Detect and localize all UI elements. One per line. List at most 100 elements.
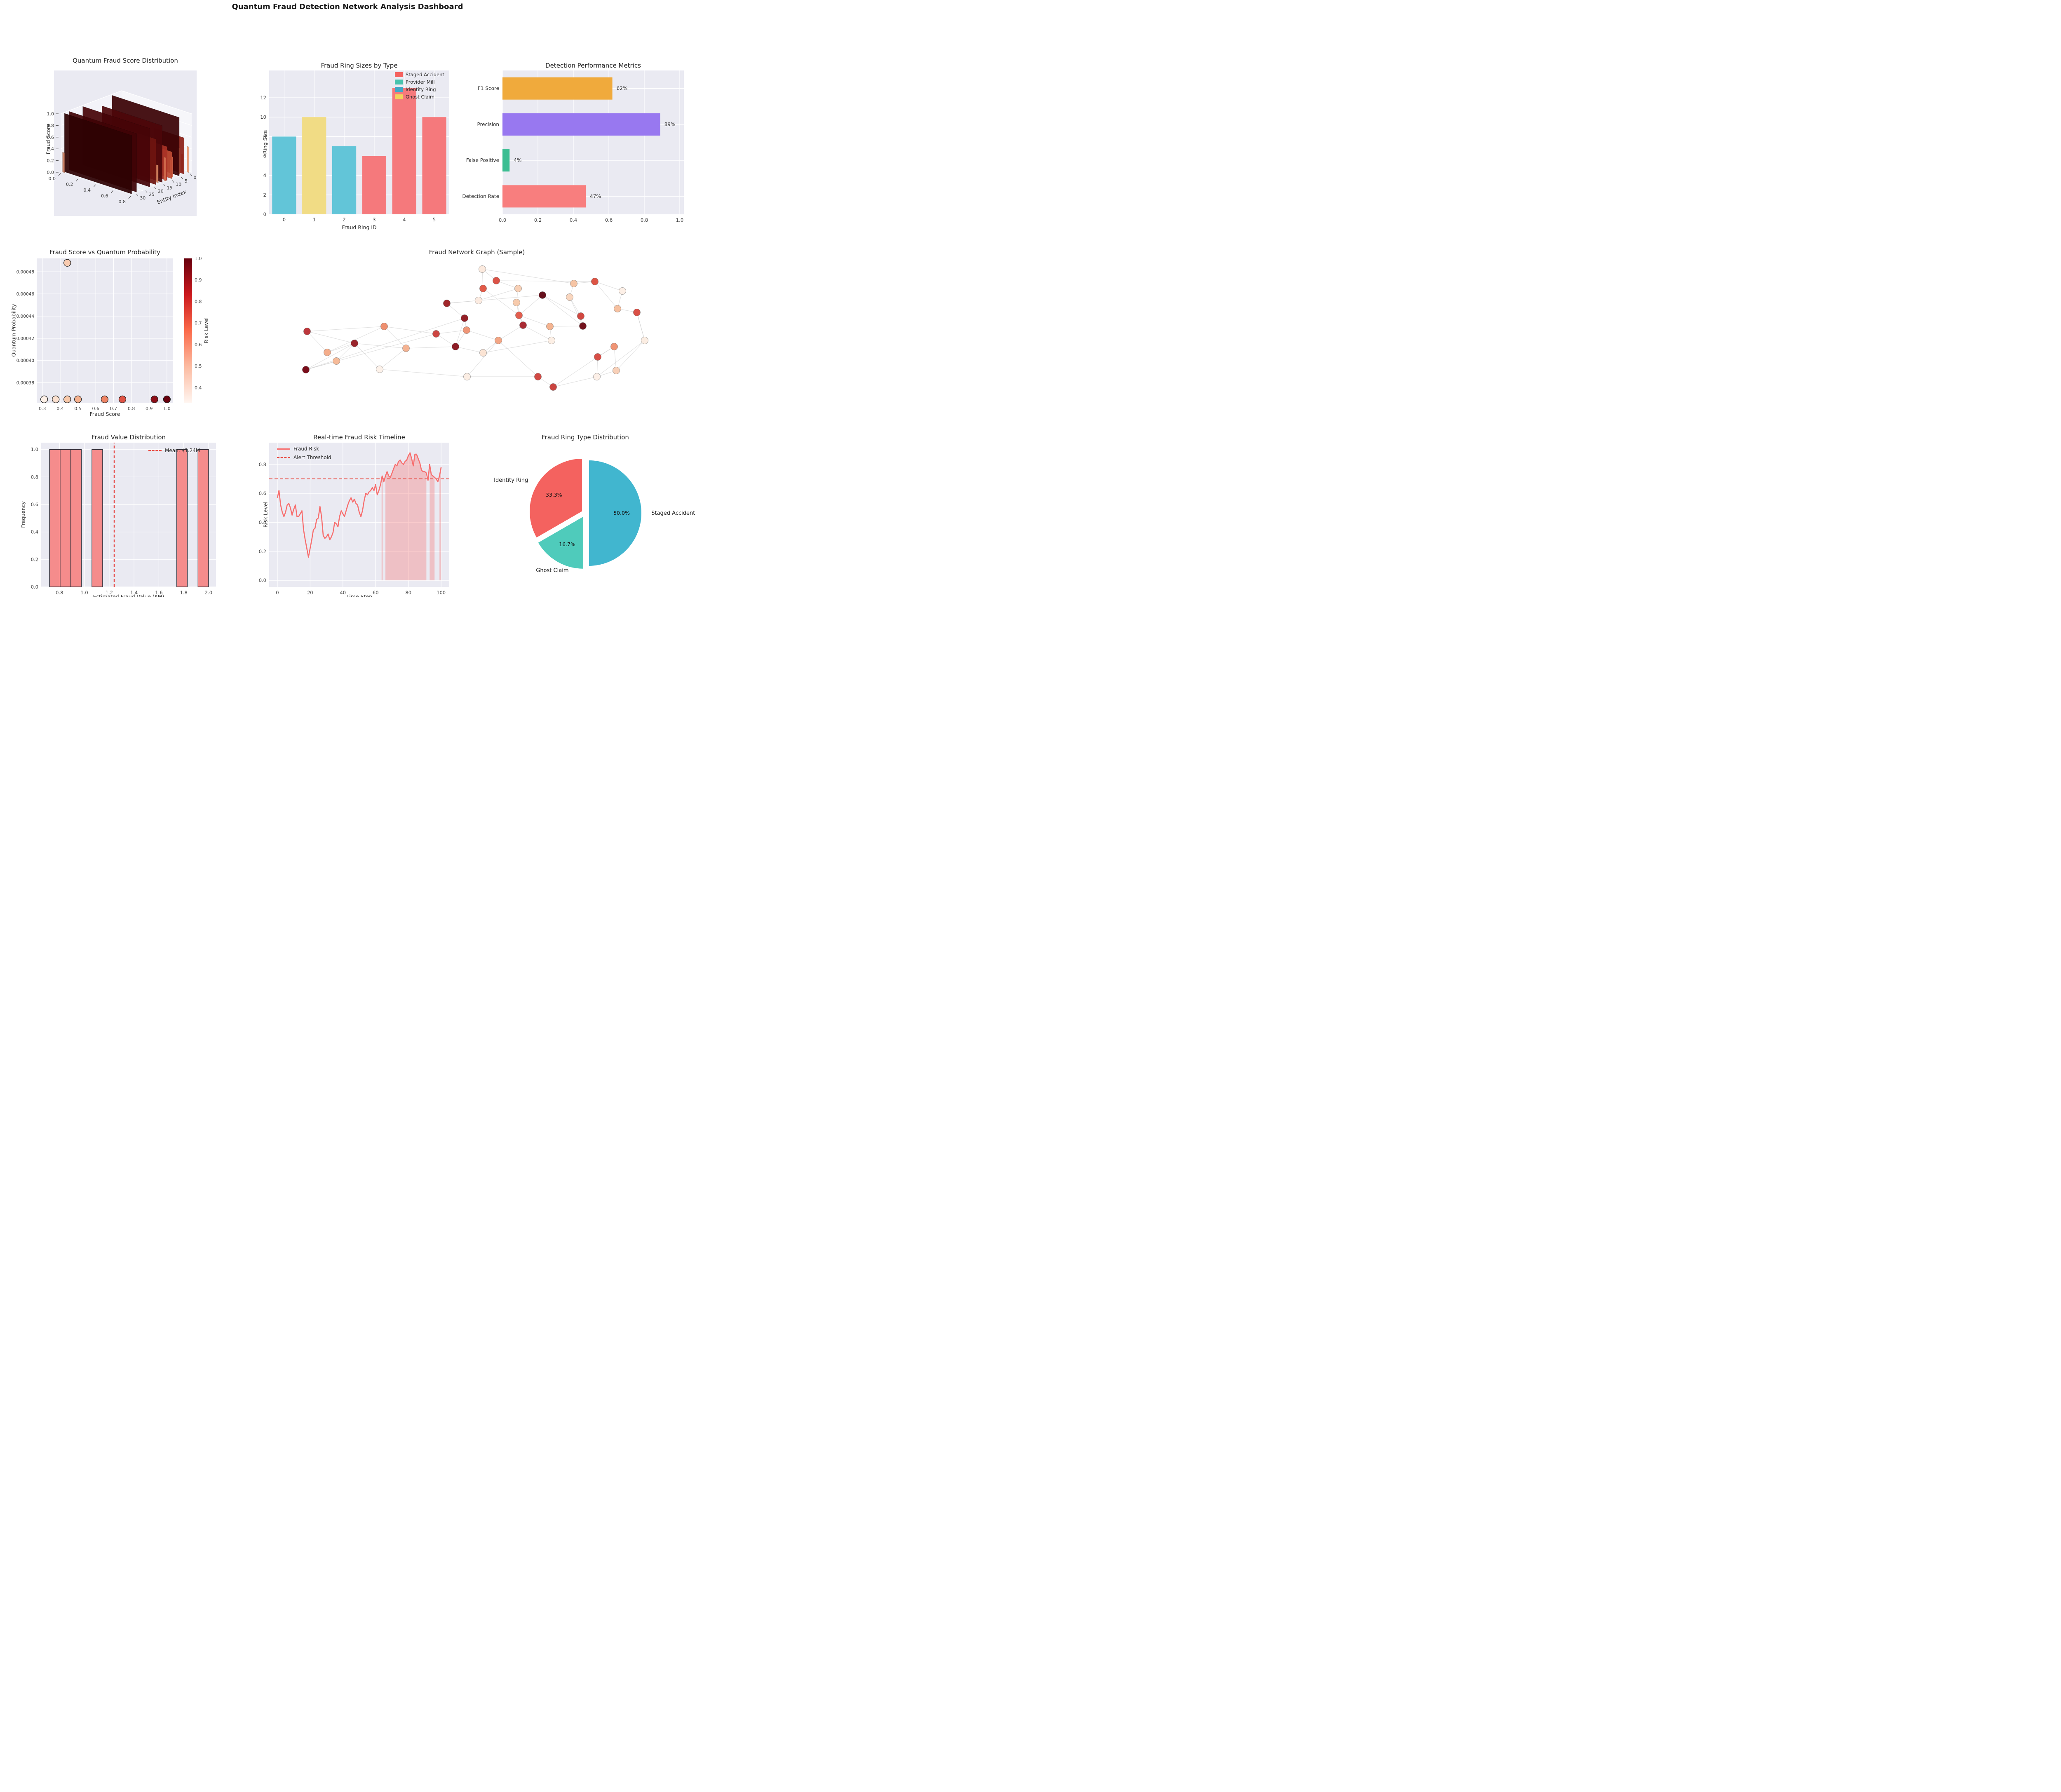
svg-text:2.0: 2.0 <box>205 590 212 596</box>
legend-swatch <box>395 87 403 92</box>
svg-text:0.8: 0.8 <box>31 474 38 480</box>
svg-text:16.7%: 16.7% <box>559 541 575 547</box>
panel-detection-metrics: Detection Performance Metrics 62% 89% 4% 47… <box>453 58 695 243</box>
svg-text:0.8: 0.8 <box>119 199 126 204</box>
svg-text:0.2: 0.2 <box>47 158 54 164</box>
legend-swatch <box>395 80 403 84</box>
legend-item: Alert Threshold <box>277 455 331 460</box>
panel-ring-type-distribution: Fraud Ring Type Distribution 50.0% Staged… <box>482 429 695 597</box>
ticks: 0.3 0.4 0.5 0.6 0.7 0.8 0.9 1.0 0.00038 0.00040 0.… <box>16 270 171 411</box>
svg-text:0.8: 0.8 <box>641 217 648 223</box>
svg-text:100: 100 <box>437 590 446 596</box>
svg-text:0.8: 0.8 <box>259 462 266 467</box>
svg-text:0.5: 0.5 <box>74 406 82 411</box>
svg-text:0.0: 0.0 <box>499 217 506 223</box>
svg-text:2: 2 <box>343 217 345 223</box>
svg-text:0.00048: 0.00048 <box>16 270 34 274</box>
ticks: 0.0 0.2 0.4 0.6 0.8 1.0 F1 Score Precision False… <box>462 86 683 223</box>
threshold-line-swatch <box>277 457 290 458</box>
ring-type-legend: Staged Accident Provider Mill Identity R… <box>395 72 444 101</box>
legend-item: Mean: $1.24M <box>148 448 200 453</box>
svg-text:0.9: 0.9 <box>195 277 202 283</box>
svg-text:0.7: 0.7 <box>195 321 202 326</box>
svg-text:0.8: 0.8 <box>56 590 63 596</box>
mean-label: Mean: $1.24M <box>165 448 200 453</box>
fraud-risk-line-swatch <box>277 448 290 450</box>
svg-text:Identity Ring: Identity Ring <box>494 477 528 483</box>
colorbar <box>184 258 192 403</box>
svg-text:0.0: 0.0 <box>49 176 56 181</box>
svg-text:8: 8 <box>263 134 266 139</box>
svg-text:10: 10 <box>176 182 181 187</box>
panel7-title: Real-time Fraud Risk Timeline <box>313 434 405 441</box>
svg-text:0.6: 0.6 <box>92 406 100 411</box>
timeline-legend: Fraud Risk Alert Threshold <box>277 446 331 462</box>
svg-text:1.0: 1.0 <box>47 111 54 117</box>
svg-text:0.4: 0.4 <box>47 146 54 152</box>
panel2-title: Fraud Ring Sizes by Type <box>321 62 398 69</box>
svg-text:0: 0 <box>283 217 286 223</box>
svg-text:0.4: 0.4 <box>195 385 202 390</box>
dashboard-title: Quantum Fraud Detection Network Analysis… <box>232 2 463 11</box>
svg-text:0.6: 0.6 <box>47 135 54 140</box>
legend-item: Staged Accident <box>395 72 444 77</box>
panel5-title: Fraud Network Graph (Sample) <box>429 249 525 256</box>
axis-ticks: 1.00.80.60.40.20.00.00.20.40.60.80510152… <box>47 111 197 204</box>
svg-text:1.0: 1.0 <box>31 447 38 453</box>
svg-text:Precision: Precision <box>477 122 499 127</box>
svg-text:4: 4 <box>263 173 266 178</box>
svg-text:0.8: 0.8 <box>128 406 135 411</box>
svg-text:0.6: 0.6 <box>605 217 613 223</box>
svg-text:12: 12 <box>260 95 266 101</box>
svg-text:1.8: 1.8 <box>180 590 188 596</box>
legend-label: Ghost Claim <box>406 94 435 100</box>
svg-text:1.0: 1.0 <box>676 217 683 223</box>
svg-text:62%: 62% <box>617 86 628 91</box>
legend-swatch <box>395 94 403 99</box>
svg-text:60: 60 <box>373 590 379 596</box>
svg-text:0.4: 0.4 <box>259 519 266 525</box>
svg-text:0.6: 0.6 <box>259 490 266 496</box>
svg-text:0.6: 0.6 <box>31 502 38 507</box>
svg-text:1.0: 1.0 <box>195 256 202 261</box>
svg-text:2: 2 <box>263 192 266 198</box>
panel8-title: Fraud Ring Type Distribution <box>542 434 629 441</box>
legend-item: Identity Ring <box>395 87 444 92</box>
svg-text:20: 20 <box>158 189 164 194</box>
network-edges <box>305 269 645 387</box>
svg-text:25: 25 <box>149 192 155 197</box>
svg-text:Ghost Claim: Ghost Claim <box>536 568 568 574</box>
svg-text:89%: 89% <box>664 122 676 127</box>
svg-text:Staged Accident: Staged Accident <box>651 510 695 516</box>
svg-text:40: 40 <box>340 590 346 596</box>
svg-text:3: 3 <box>373 217 376 223</box>
legend-label: Identity Ring <box>406 87 436 92</box>
legend-item: Provider Mill <box>395 79 444 85</box>
svg-text:1.6: 1.6 <box>155 590 162 596</box>
svg-text:30: 30 <box>140 195 146 201</box>
svg-text:0.8: 0.8 <box>47 123 54 128</box>
svg-text:20: 20 <box>307 590 313 596</box>
detection-metrics-chart: 62% 89% 4% 47% 0.0 0.2 0.4 0.6 0.8 1.0 F1 Score Pre… <box>462 70 684 223</box>
svg-text:0: 0 <box>194 175 197 181</box>
svg-text:0.2: 0.2 <box>259 549 266 554</box>
svg-text:50.0%: 50.0% <box>613 510 630 516</box>
svg-text:0.3: 0.3 <box>39 406 46 411</box>
svg-text:33.3%: 33.3% <box>546 492 562 498</box>
svg-text:0.00044: 0.00044 <box>16 314 35 319</box>
svg-text:0.4: 0.4 <box>56 406 64 411</box>
mean-line-swatch <box>148 450 162 451</box>
svg-text:6: 6 <box>263 153 266 159</box>
ring-type-pie-chart: 50.0% Staged Accident 16.7% Ghost Claim 33.3… <box>494 457 695 574</box>
legend-label: Staged Accident <box>406 72 444 77</box>
pie-wedges <box>529 457 642 570</box>
svg-text:0.5: 0.5 <box>195 364 202 369</box>
svg-text:15: 15 <box>167 185 172 190</box>
grid <box>37 258 173 403</box>
fraud-value-histogram: 0.8 1.0 1.2 1.4 1.6 1.8 2.0 0.0 0.2 0.4 0.6 0.8 1.0 <box>31 443 216 596</box>
panel6-xlabel: Estimated Fraud Value ($M) <box>93 593 164 597</box>
dashboard: Quantum Fraud Detection Network Analysis… <box>0 0 695 597</box>
svg-text:0.4: 0.4 <box>84 188 91 193</box>
